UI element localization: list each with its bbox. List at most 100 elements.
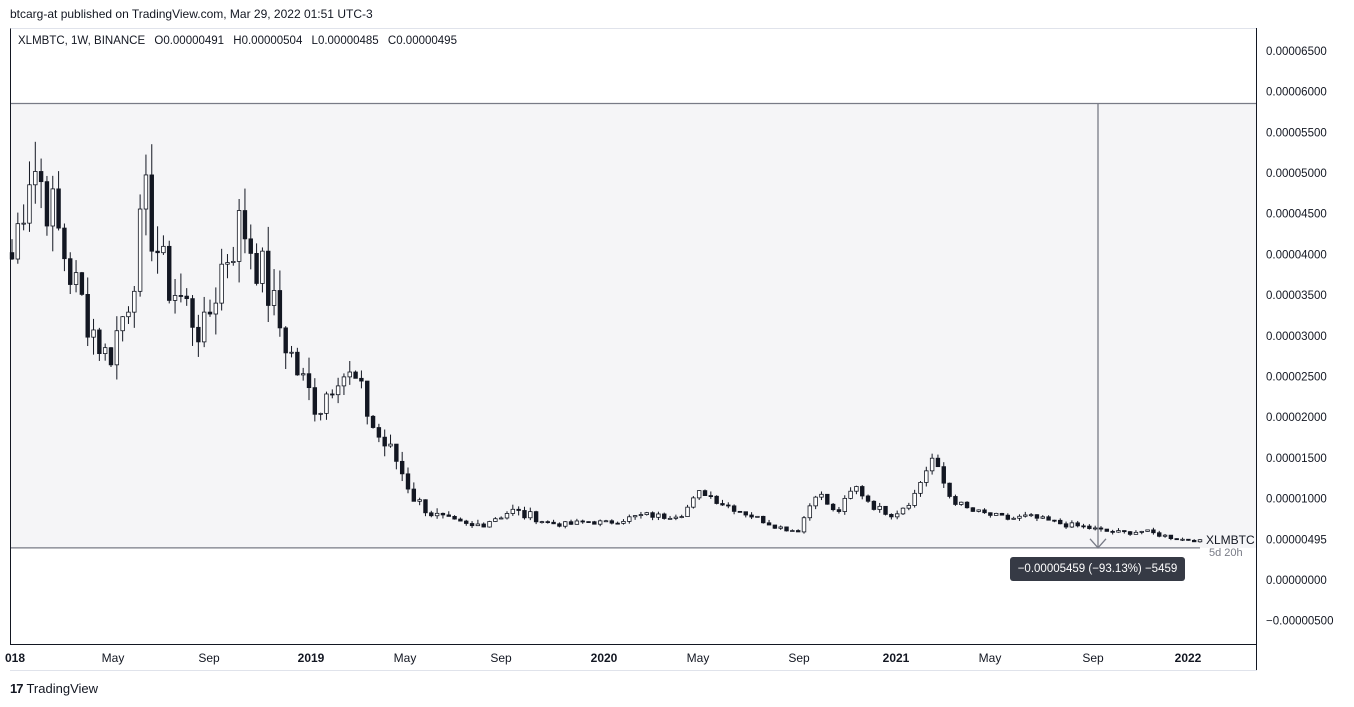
candle-up bbox=[807, 505, 813, 519]
price-tick-label: 0.00004500 bbox=[1266, 209, 1327, 221]
candle-up bbox=[894, 513, 900, 518]
footer-brand[interactable]: 17 TradingView bbox=[10, 681, 98, 696]
candle-up bbox=[1116, 530, 1121, 533]
candle-up bbox=[597, 520, 603, 525]
candle-down bbox=[56, 188, 61, 229]
candle-down bbox=[79, 272, 85, 295]
price-tick-label: 0.00003500 bbox=[1266, 290, 1327, 302]
candle-down bbox=[1075, 522, 1080, 527]
price-axis-border bbox=[1256, 28, 1257, 670]
time-tick-label: Sep bbox=[490, 651, 512, 665]
candle-up bbox=[15, 223, 21, 260]
candle-down bbox=[178, 295, 184, 297]
candle-up bbox=[1011, 517, 1016, 520]
candle-down bbox=[190, 298, 195, 328]
candle-down bbox=[889, 513, 894, 518]
candle-up bbox=[912, 492, 917, 506]
candle-down bbox=[458, 518, 463, 522]
price-tick-label: 0.00006500 bbox=[1266, 46, 1327, 58]
candle-down bbox=[85, 294, 90, 338]
candle-down bbox=[167, 245, 172, 301]
candle-down bbox=[1168, 534, 1174, 540]
candle-up bbox=[691, 497, 696, 508]
candle-down bbox=[1087, 525, 1092, 529]
candle-down bbox=[708, 495, 714, 497]
candle-up bbox=[696, 490, 702, 499]
candle-up bbox=[528, 511, 533, 519]
candle-down bbox=[615, 522, 620, 525]
candle-down bbox=[1191, 539, 1197, 543]
candle-up bbox=[27, 184, 32, 224]
candle-down bbox=[761, 515, 766, 524]
candle-up bbox=[563, 521, 568, 527]
price-tick-label: 0.00001500 bbox=[1266, 453, 1327, 465]
candle-down bbox=[795, 530, 801, 533]
candle-up bbox=[924, 470, 929, 483]
candle-up bbox=[510, 508, 516, 514]
candle-up bbox=[801, 517, 807, 533]
candle-down bbox=[836, 509, 842, 512]
candle-down bbox=[44, 181, 50, 227]
price-tick-label: 0.00002500 bbox=[1266, 372, 1327, 384]
candle-up bbox=[1139, 530, 1144, 533]
candle-down bbox=[714, 495, 719, 504]
candle-down bbox=[97, 329, 102, 355]
candle-up bbox=[219, 263, 224, 304]
candle-down bbox=[1098, 527, 1104, 530]
candle-up bbox=[50, 188, 55, 227]
price-tick-label: 0.00003000 bbox=[1266, 331, 1327, 343]
candle-down bbox=[1058, 519, 1063, 525]
candle-down bbox=[522, 510, 527, 519]
candle-up bbox=[388, 443, 393, 447]
candle-down bbox=[399, 460, 405, 475]
candle-down bbox=[592, 521, 597, 525]
candle-up bbox=[434, 512, 440, 517]
candle-up bbox=[213, 302, 219, 315]
candle-down bbox=[1127, 531, 1133, 535]
candle-down bbox=[1186, 538, 1191, 541]
candle-down bbox=[312, 387, 318, 415]
candle-down bbox=[743, 511, 748, 516]
candle-down bbox=[242, 210, 248, 240]
candle-down bbox=[207, 311, 213, 315]
candle-down bbox=[947, 482, 952, 497]
candle-down bbox=[772, 524, 778, 529]
candle-down bbox=[306, 373, 312, 389]
candle-up bbox=[1162, 534, 1168, 537]
candle-up bbox=[854, 486, 859, 492]
candle-up bbox=[819, 493, 824, 498]
candle-down bbox=[481, 523, 486, 528]
candle-up bbox=[667, 517, 673, 520]
candle-up bbox=[842, 497, 847, 512]
candle-down bbox=[737, 510, 743, 513]
candle-down bbox=[953, 496, 958, 505]
candle-down bbox=[423, 499, 428, 514]
legend-symbol: XLMBTC, 1W, BINANCE bbox=[18, 35, 146, 47]
time-tick-label: 2021 bbox=[883, 651, 910, 665]
candle-down bbox=[860, 486, 865, 497]
candle-up bbox=[132, 290, 137, 313]
candle-down bbox=[469, 523, 475, 527]
time-tick-label: Sep bbox=[1082, 651, 1104, 665]
candle-down bbox=[1005, 514, 1011, 520]
candle-down bbox=[184, 295, 189, 300]
candle-down bbox=[405, 473, 411, 490]
candle-up bbox=[603, 520, 609, 523]
candle-down bbox=[1157, 532, 1162, 537]
candle-down bbox=[650, 512, 655, 518]
candle-down bbox=[359, 377, 364, 382]
legend-low: L0.00000485 bbox=[311, 35, 379, 47]
time-tick-label: Sep bbox=[198, 651, 220, 665]
candle-down bbox=[609, 520, 615, 524]
candle-down bbox=[883, 505, 888, 515]
candle-up bbox=[73, 272, 79, 285]
price-tick-label: 0.00005500 bbox=[1266, 127, 1327, 139]
measure-label: −0.00005459 (−93.13%) −5459 bbox=[1010, 557, 1185, 581]
time-tick-label: Sep bbox=[788, 651, 810, 665]
candle-up bbox=[289, 351, 294, 354]
time-tick-label: 2020 bbox=[591, 651, 618, 665]
candle-up bbox=[318, 412, 323, 415]
candle-up bbox=[755, 515, 760, 518]
candle-down bbox=[394, 443, 399, 462]
